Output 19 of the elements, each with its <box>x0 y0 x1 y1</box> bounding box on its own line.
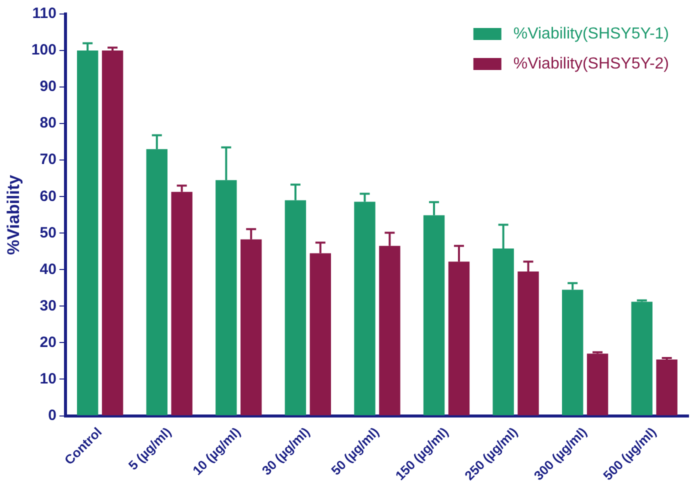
y-axis-title: %Viability <box>4 174 23 255</box>
y-tick-label: 90 <box>40 78 56 96</box>
y-tick-label: 20 <box>40 334 56 351</box>
bar <box>102 50 124 416</box>
legend-label: %Viability(SHSY5Y-2) <box>513 55 669 72</box>
y-tick-label: 110 <box>32 5 56 22</box>
y-tick-label: 80 <box>40 114 56 132</box>
y-tick-label: 70 <box>40 151 56 168</box>
y-tick-label: 30 <box>40 297 56 314</box>
y-tick-label: 100 <box>31 42 56 59</box>
y-tick-label: 40 <box>40 260 56 278</box>
bar <box>656 360 678 416</box>
bar <box>586 354 608 416</box>
y-tick-label: 50 <box>40 224 56 242</box>
y-tick-label: 60 <box>40 188 56 205</box>
bar <box>631 302 652 416</box>
legend-label: %Viability(SHSY5Y-1) <box>513 25 669 42</box>
y-tick-label: 10 <box>40 370 56 388</box>
y-tick-label: 0 <box>48 406 56 424</box>
